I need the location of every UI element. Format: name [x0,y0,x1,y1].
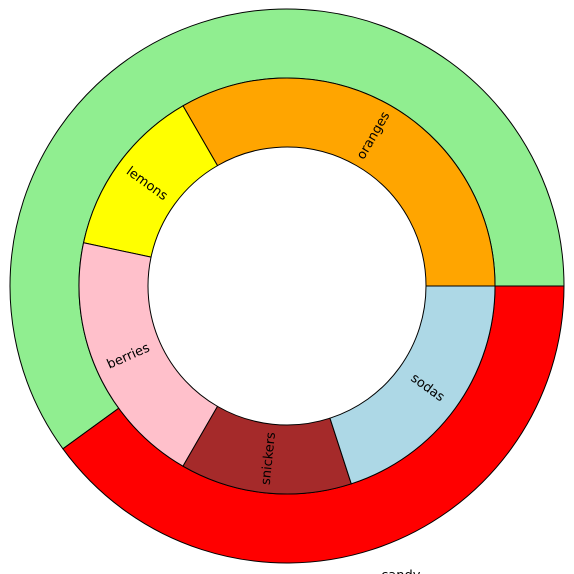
inner-wedge-sodas [329,285,496,485]
inner-wedge-oranges [182,77,496,287]
inner-ring [78,77,496,495]
outer-label-candy: candy [381,568,421,574]
inner-label-snickers: snickers [259,431,279,485]
outer-label-fruit: fruit [166,0,193,4]
